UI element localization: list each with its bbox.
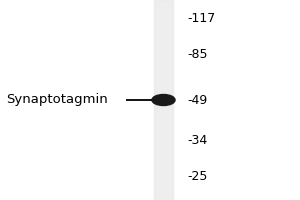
- Bar: [154, 0, 173, 200]
- Text: -85: -85: [188, 47, 208, 60]
- Text: -34: -34: [188, 134, 208, 148]
- Text: Synaptotagmin: Synaptotagmin: [6, 94, 108, 106]
- Text: -25: -25: [188, 170, 208, 184]
- Text: -49: -49: [188, 94, 208, 106]
- Ellipse shape: [152, 95, 175, 106]
- Text: -117: -117: [188, 11, 216, 24]
